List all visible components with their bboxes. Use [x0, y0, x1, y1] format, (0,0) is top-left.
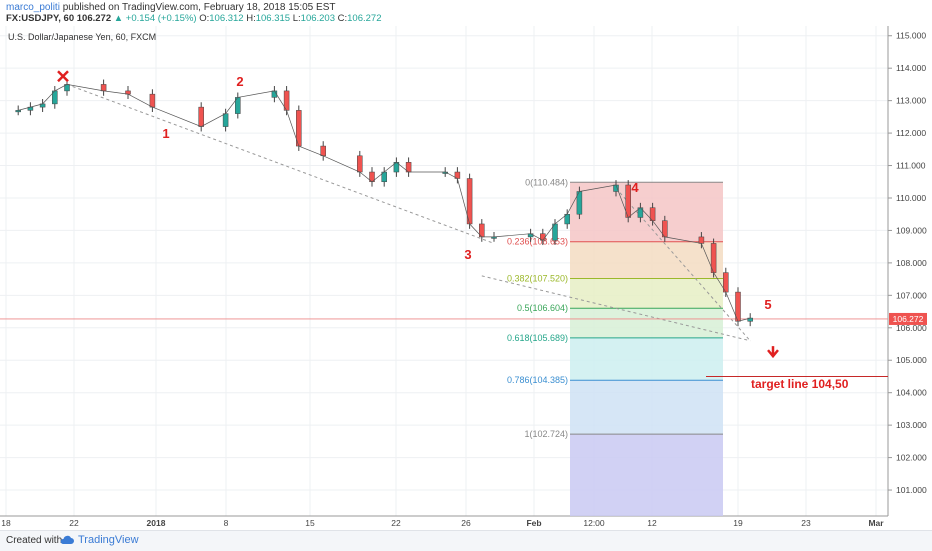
y-tick-label: 109.000 — [896, 225, 927, 235]
low-label: L: — [292, 13, 301, 24]
x-tick-label: 8 — [224, 518, 229, 528]
last-price: 106.272 — [76, 13, 112, 24]
open-label: O: — [199, 13, 210, 24]
trend-line-fib — [615, 187, 751, 342]
candle-body[interactable] — [198, 106, 204, 127]
x-tick-label: 12:00 — [583, 518, 605, 528]
last-price-badge — [889, 312, 927, 325]
y-tick-label: 111.000 — [896, 161, 926, 171]
close-value: 106.272 — [347, 13, 382, 24]
y-tick-label: 102.000 — [896, 453, 927, 463]
price-change: +0.154 (+0.15%) — [125, 13, 197, 24]
x-tick-label: 22 — [391, 518, 401, 528]
candle-body[interactable] — [149, 93, 156, 108]
footer: Created with TradingView — [0, 530, 932, 551]
x-tick-label: Mar — [868, 518, 884, 528]
fib-level-label: 0.5(106.604) — [517, 303, 568, 313]
candle-body[interactable] — [222, 113, 229, 127]
trend-line-top — [66, 83, 495, 244]
y-tick-label: 110.000 — [896, 193, 926, 203]
wave-label: 5 — [764, 297, 771, 312]
chart-area[interactable]: 115.000 114.000 113.000 112.000 111.000 110.0… — [0, 26, 932, 530]
wave-label: 4 — [631, 180, 639, 195]
fib-level-label: 0.786(104.385) — [507, 375, 568, 385]
y-tick-label: 107.000 — [896, 290, 927, 300]
wave-label: 3 — [464, 247, 471, 262]
x-tick-label: 18 — [1, 518, 11, 528]
cross-marker-icon — [57, 70, 69, 83]
y-tick-label: 112.000 — [896, 128, 926, 138]
fib-zone — [570, 380, 723, 435]
y-tick-label: 108.000 — [896, 258, 927, 268]
publish-text: published on TradingView.com, February 1… — [62, 2, 336, 13]
tradingview-brand[interactable]: TradingView — [78, 534, 139, 546]
x-tick-label: 23 — [801, 518, 811, 528]
tradingview-cloud-icon — [60, 535, 74, 544]
y-tick-label: 103.000 — [896, 420, 927, 430]
fib-zone — [570, 308, 723, 338]
candle-body[interactable] — [320, 145, 326, 157]
author-link[interactable]: marco_politi — [6, 2, 60, 13]
x-tick-label: 22 — [69, 518, 79, 528]
y-tick-label: 115.000 — [896, 31, 926, 41]
trend-line-bottom — [481, 275, 751, 342]
candle-body[interactable] — [15, 110, 21, 113]
fib-zone — [570, 182, 723, 242]
fib-level-label: 0.236(108.653) — [507, 237, 568, 247]
chart-title: U.S. Dollar/Japanese Yen, 60, FXCM — [8, 32, 156, 42]
wave-label: 1 — [162, 126, 169, 141]
down-arrow-icon — [767, 346, 779, 359]
open-value: 106.312 — [209, 13, 244, 24]
fib-level-label: 0.618(105.689) — [507, 333, 568, 343]
fib-level-label: 0(110.484) — [525, 177, 568, 187]
price-path — [18, 84, 751, 322]
fib-zone — [570, 278, 723, 309]
close-label: C: — [337, 13, 348, 24]
price-chart[interactable]: 115.000 114.000 113.000 112.000 111.000 110.0… — [0, 26, 932, 530]
high-label: H: — [246, 13, 256, 24]
last-price-badge-label: 106.272 — [893, 314, 924, 324]
y-tick-label: 105.000 — [896, 355, 927, 365]
y-tick-label: 113.000 — [896, 96, 926, 106]
wave-label: 2 — [236, 74, 243, 89]
x-tick-label: 26 — [461, 518, 471, 528]
fib-level-label: 0.382(107.520) — [507, 273, 568, 283]
symbol-label: FX:USDJPY, 60 — [6, 13, 75, 24]
fib-zone-extension — [570, 434, 723, 516]
x-tick-label: 12 — [647, 518, 657, 528]
fib-zone — [570, 337, 723, 381]
plot-background[interactable] — [0, 26, 888, 516]
ohlc-bar: FX:USDJPY, 60 106.272 ▲ +0.154 (+0.15%) … — [6, 13, 381, 24]
fib-zone — [570, 241, 723, 279]
y-tick-label: 104.000 — [896, 388, 927, 398]
x-tick-label: 2018 — [147, 518, 166, 528]
up-arrow-icon: ▲ — [113, 13, 124, 24]
candle-body[interactable] — [698, 236, 705, 244]
chart-header: marco_politi published on TradingView.co… — [0, 0, 932, 26]
fib-level-label: 1(102.724) — [524, 429, 568, 439]
candle-body[interactable] — [747, 317, 753, 322]
created-with-text: Created with — [6, 535, 63, 546]
x-tick-label: Feb — [526, 518, 541, 528]
x-tick-label: 19 — [733, 518, 743, 528]
candle-body[interactable] — [100, 84, 107, 92]
y-tick-label: 101.000 — [896, 485, 927, 495]
candle-body[interactable] — [357, 155, 363, 173]
target-label: target line 104,50 — [751, 377, 849, 391]
x-tick-label: 15 — [305, 518, 315, 528]
y-tick-label: 114.000 — [896, 63, 926, 73]
high-value: 106.315 — [255, 13, 291, 24]
publish-info: marco_politi published on TradingView.co… — [6, 2, 335, 13]
low-value: 106.203 — [300, 13, 335, 24]
y-tick-label: 106.000 — [896, 323, 927, 333]
